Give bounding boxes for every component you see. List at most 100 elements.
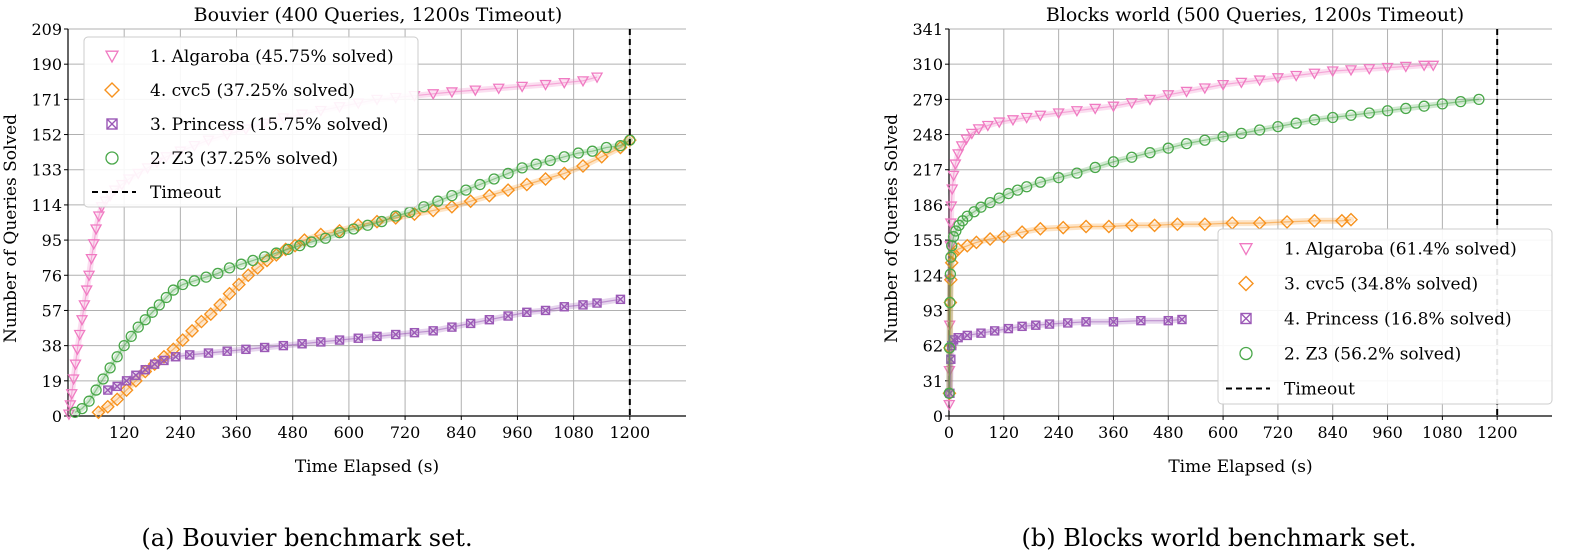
data-point-z3 (200, 271, 212, 283)
y-axis-label: Number of Queries Solved (882, 114, 902, 343)
data-point-algaroba (1235, 77, 1248, 89)
data-point-algaroba (1107, 101, 1120, 113)
data-point-algaroba (1034, 110, 1047, 122)
data-point-z3 (943, 342, 956, 354)
cross-lines (1003, 324, 1013, 334)
cross-box (334, 335, 345, 345)
legend-label-cvc5: 3. cvc5 (34.8% solved) (1284, 275, 1478, 295)
data-point-princess (1063, 318, 1073, 328)
data-point-algaroba (972, 124, 985, 136)
data-point-algaroba (1162, 90, 1175, 102)
data-point-princess (334, 335, 345, 345)
data-point-algaroba (64, 400, 77, 412)
cross-box (259, 342, 270, 353)
data-point-z3 (1400, 102, 1412, 115)
series-thin-line-z3 (74, 139, 631, 413)
cross-lines (222, 346, 232, 356)
series-cvc5 (942, 212, 1358, 401)
data-point-princess (1017, 321, 1027, 332)
data-point-z3 (418, 201, 430, 213)
data-point-z3 (624, 134, 636, 146)
cross-lines (1063, 318, 1073, 328)
data-point-z3 (361, 219, 374, 231)
x-tick-label: 960 (1372, 423, 1403, 442)
cross-lines (559, 302, 569, 312)
cross-lines (171, 352, 181, 362)
data-point-algaroba (78, 300, 91, 312)
data-point-algaroba (73, 329, 86, 341)
data-point-algaroba (445, 87, 459, 99)
data-point-algaroba (960, 134, 973, 146)
x-tick-label: 840 (1317, 423, 1348, 442)
data-point-z3 (516, 162, 528, 174)
data-point-algaroba (1308, 68, 1321, 80)
data-point-z3 (1034, 176, 1047, 188)
y-tick-label: 31 (923, 372, 943, 391)
cross-box (140, 365, 150, 375)
cross-lines (241, 344, 251, 354)
x-tick-label: 720 (1263, 423, 1294, 442)
series-thin-line-z3 (948, 98, 1479, 394)
data-point-princess (121, 376, 132, 386)
legend-label-timeout: Timeout (1284, 380, 1355, 400)
x-tick-label: 120 (989, 423, 1020, 442)
data-point-z3 (111, 351, 123, 363)
data-point-princess (1044, 319, 1055, 329)
data-point-cvc5 (222, 286, 237, 301)
legend-marker-princess (1240, 312, 1252, 325)
data-point-algaroba (946, 184, 959, 196)
data-point-algaroba (1006, 115, 1020, 127)
y-tick-label: 0 (52, 407, 62, 426)
cross-lines (522, 307, 532, 317)
x-tick-label: 240 (1043, 423, 1074, 442)
data-point-algaroba (576, 76, 590, 88)
cross-box (297, 339, 307, 349)
data-point-algaroba (69, 359, 82, 371)
cross-lines (578, 300, 588, 310)
data-point-z3 (558, 151, 570, 163)
data-point-algaroba (947, 170, 960, 182)
x-tick-label: 960 (502, 423, 533, 442)
data-point-z3 (1162, 142, 1174, 154)
cross-lines (297, 339, 307, 349)
data-point-princess (131, 370, 141, 380)
y-tick-label: 133 (31, 161, 62, 180)
y-tick-label: 310 (912, 55, 943, 74)
data-point-princess (353, 333, 363, 343)
data-point-algaroba (955, 141, 968, 153)
data-point-z3 (1144, 147, 1156, 159)
cross-box (578, 300, 588, 310)
data-point-cvc5 (463, 194, 478, 209)
data-point-algaroba (67, 374, 80, 386)
cross-lines (140, 365, 150, 375)
data-point-z3 (544, 154, 556, 167)
cross-box (409, 327, 420, 338)
data-point-z3 (376, 215, 388, 228)
x-tick-label: 1080 (1422, 423, 1463, 442)
data-point-cvc5 (1124, 218, 1139, 233)
x-axis-label: Time Elapsed (s) (295, 457, 439, 477)
y-tick-label: 0 (933, 407, 943, 426)
data-point-princess (503, 311, 513, 321)
data-point-cvc5 (91, 405, 106, 420)
cross-lines (159, 355, 169, 365)
legend-label-z3: 2. Z3 (56.2% solved) (1284, 345, 1461, 365)
cross-box (1163, 315, 1173, 326)
x-tick-label: 0 (944, 423, 954, 442)
data-point-algaroba (1271, 73, 1285, 85)
cross-box (112, 381, 122, 392)
data-point-cvc5 (501, 183, 516, 198)
chart-title: Bouvier (400 Queries, 1200s Timeout) (194, 4, 563, 26)
data-point-princess (1163, 315, 1173, 326)
cross-lines (1163, 316, 1173, 326)
cross-box (1136, 315, 1146, 326)
data-point-z3 (1199, 134, 1211, 146)
cross-lines (278, 341, 288, 351)
chart-panel-blocks-world: 0 120 240 360 480 600 720 840 960 1080 1200 0 31 62 93… (882, 4, 1553, 552)
cross-box (540, 305, 551, 316)
data-point-princess (1108, 317, 1119, 327)
data-point-algaroba (427, 89, 440, 101)
x-tick-label: 480 (1153, 423, 1184, 442)
series-z3 (943, 93, 1485, 399)
data-point-z3 (247, 254, 259, 267)
